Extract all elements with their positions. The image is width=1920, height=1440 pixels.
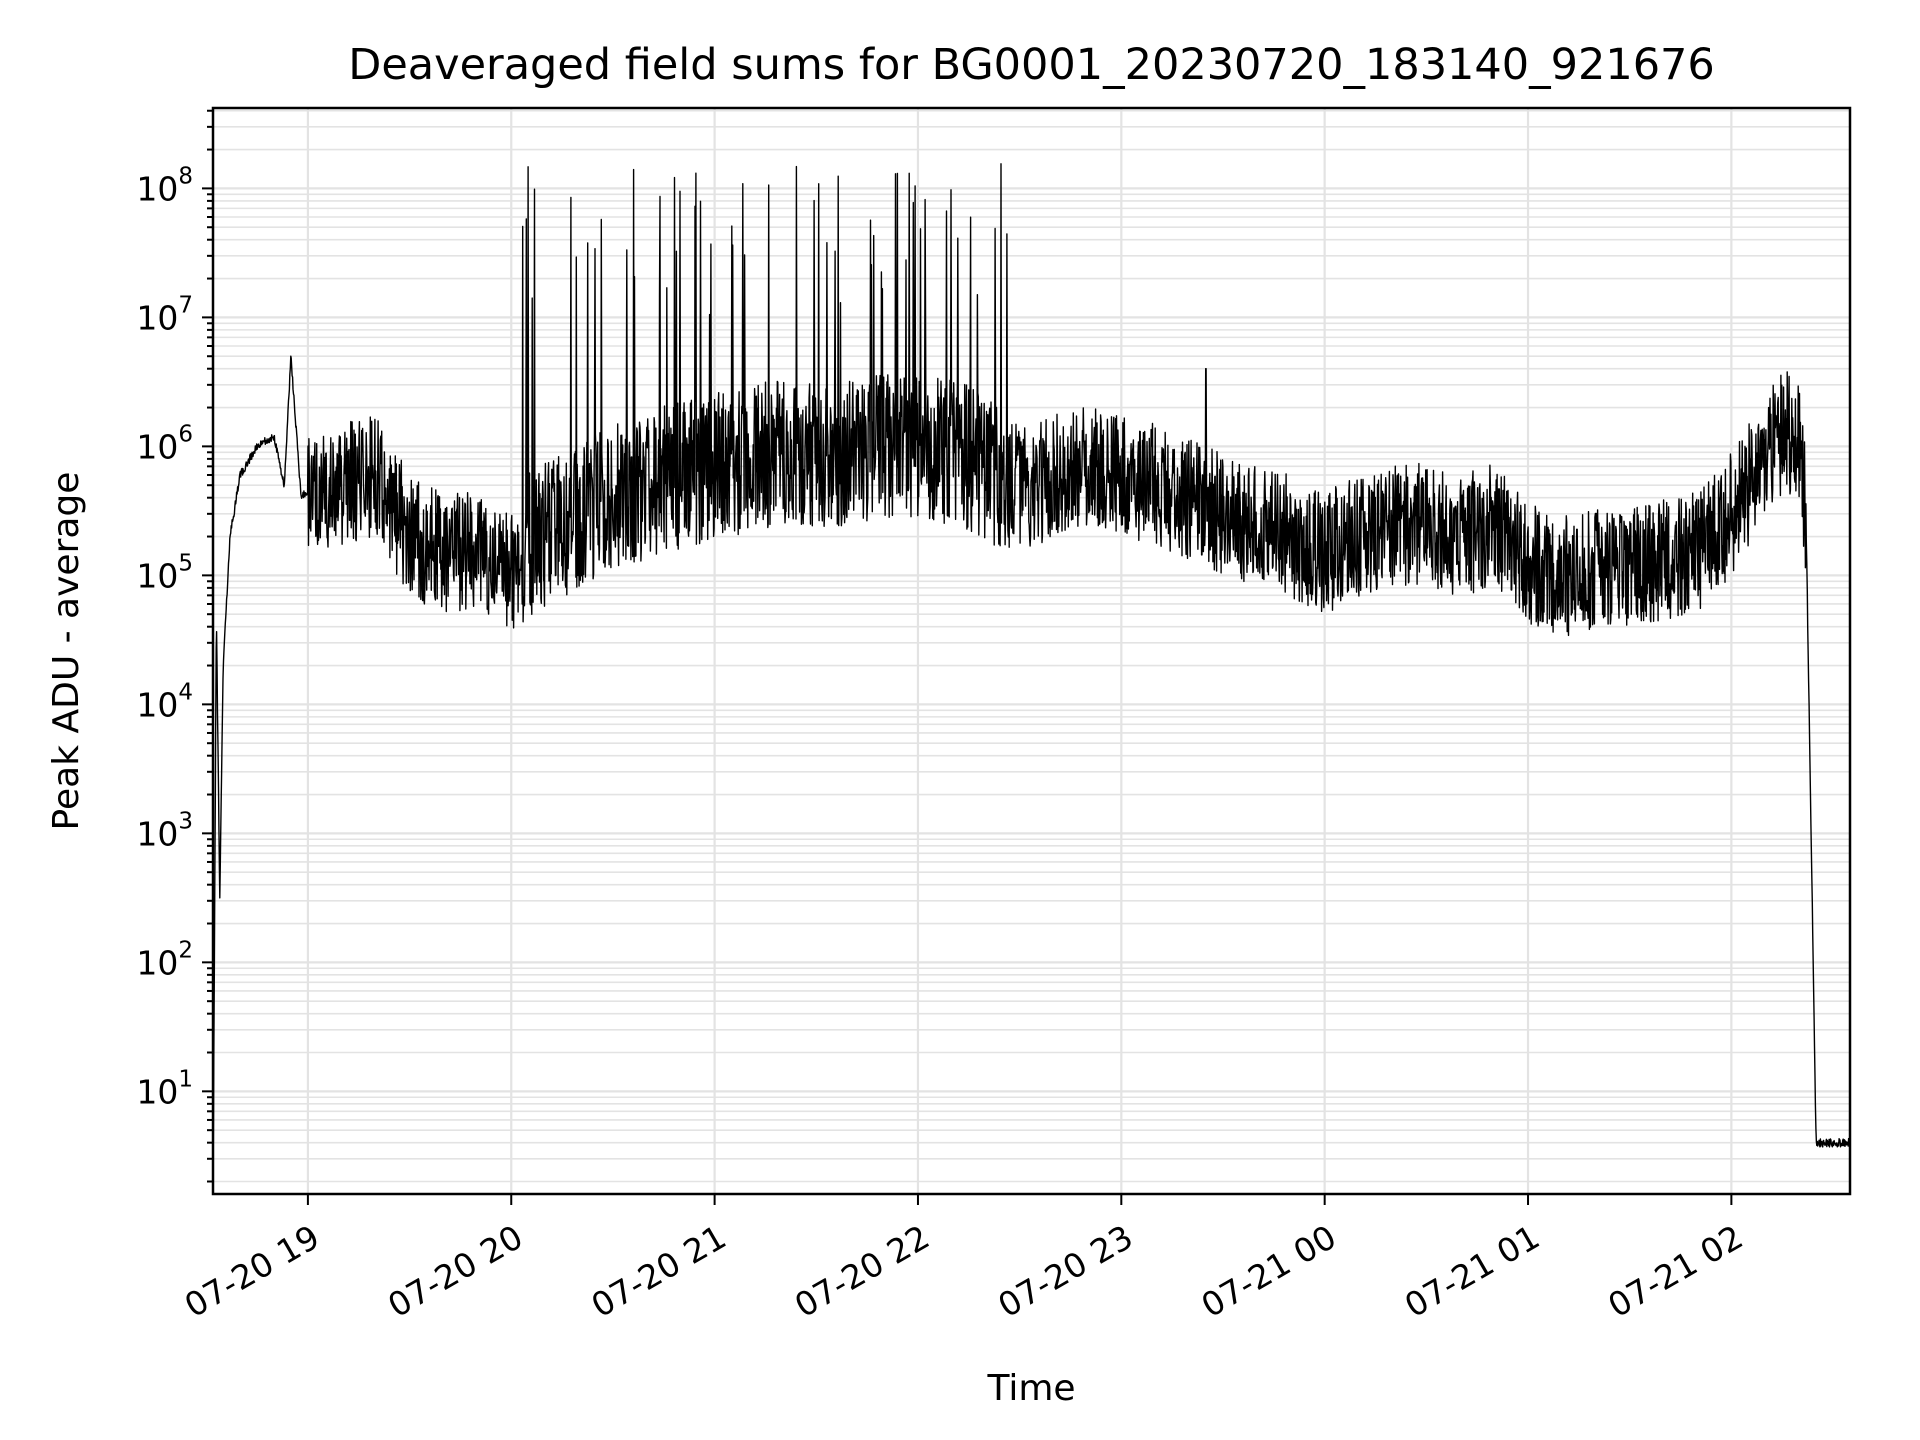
y-tick-label-base: 10: [136, 169, 178, 208]
y-tick-label-base: 10: [136, 427, 178, 466]
y-tick-label: 107: [136, 292, 193, 337]
y-tick-label: 105: [136, 550, 193, 595]
grid-lines: [213, 108, 1850, 1194]
y-tick-label: 102: [136, 937, 193, 982]
y-tick-label-base: 10: [136, 298, 178, 337]
y-tick-label-base: 10: [136, 814, 178, 853]
y-tick-label-exponent: 8: [178, 163, 193, 189]
y-tick-label-exponent: 1: [178, 1066, 193, 1092]
y-tick-label-exponent: 2: [178, 937, 193, 963]
plot-area-frame: [211, 106, 1852, 1196]
y-tick-label-base: 10: [136, 556, 178, 595]
series-line: [212, 163, 1851, 1193]
y-tick-label: 104: [136, 679, 193, 724]
y-tick-label: 106: [136, 421, 193, 466]
y-tick-label-exponent: 4: [178, 679, 193, 705]
y-tick-label-base: 10: [136, 943, 178, 982]
series-layer: [212, 163, 1851, 1193]
y-tick-label: 108: [136, 163, 193, 208]
y-tick-label-exponent: 7: [178, 292, 193, 318]
y-tick-label-base: 10: [136, 685, 178, 724]
y-tick-label-base: 10: [136, 1072, 178, 1111]
x-axis-label: Time: [986, 1368, 1075, 1409]
y-tick-label-exponent: 6: [178, 421, 193, 447]
y-tick-label-exponent: 5: [178, 550, 193, 576]
y-tick-label: 101: [136, 1066, 193, 1111]
chart-title: Deaveraged field sums for BG0001_2023072…: [348, 40, 1715, 90]
y-tick-label-exponent: 3: [178, 808, 193, 834]
y-tick-label: 103: [136, 808, 193, 853]
y-axis-label: Peak ADU - average: [46, 472, 87, 831]
